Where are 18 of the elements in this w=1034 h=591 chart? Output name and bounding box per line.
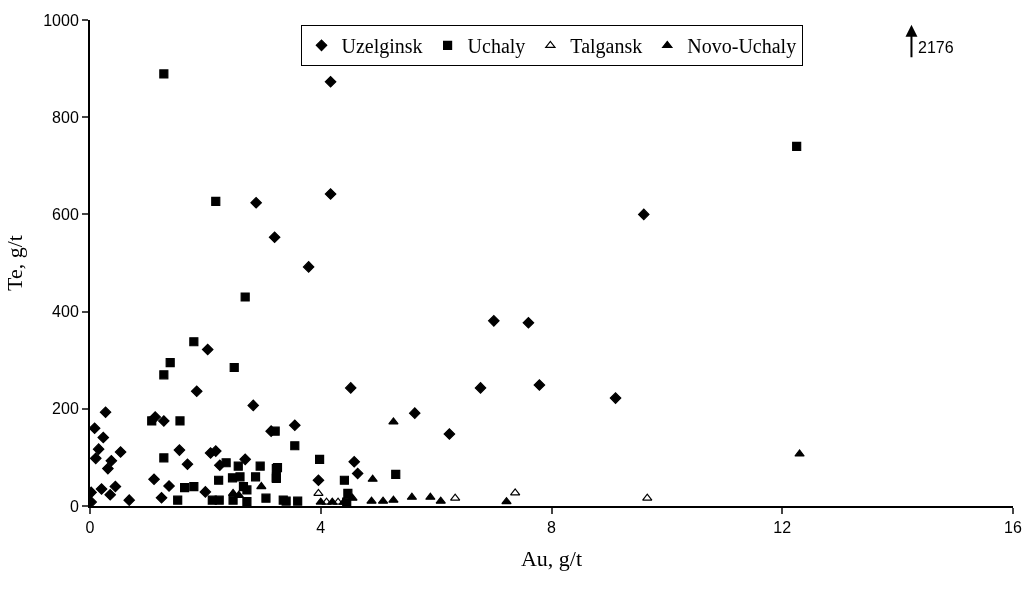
y-axis-title: Te, g/t	[1, 235, 27, 291]
y-tick-label: 600	[52, 206, 79, 223]
y-tick-label: 0	[69, 497, 79, 515]
legend-label: Novo-Uchaly	[687, 35, 797, 59]
x-axis-title: Au, g/t	[520, 545, 583, 571]
x-tick-label: 0	[85, 519, 95, 537]
x-tick-label: 12	[773, 519, 792, 537]
y-tick-label: 1000	[43, 11, 79, 29]
x-tick-label: 4	[316, 519, 326, 537]
y-tick-label: 200	[52, 400, 79, 418]
x-tick-label: 16	[1004, 519, 1022, 537]
annotation: 2176	[918, 39, 954, 56]
y-tick-label: 400	[52, 303, 79, 321]
legend-label: Uzelginsk	[341, 35, 423, 59]
legend-label: Talgansk	[570, 35, 643, 59]
y-tick-label: 800	[52, 108, 79, 126]
legend-label: Uchaly	[467, 35, 526, 59]
x-tick-label: 8	[547, 519, 557, 537]
